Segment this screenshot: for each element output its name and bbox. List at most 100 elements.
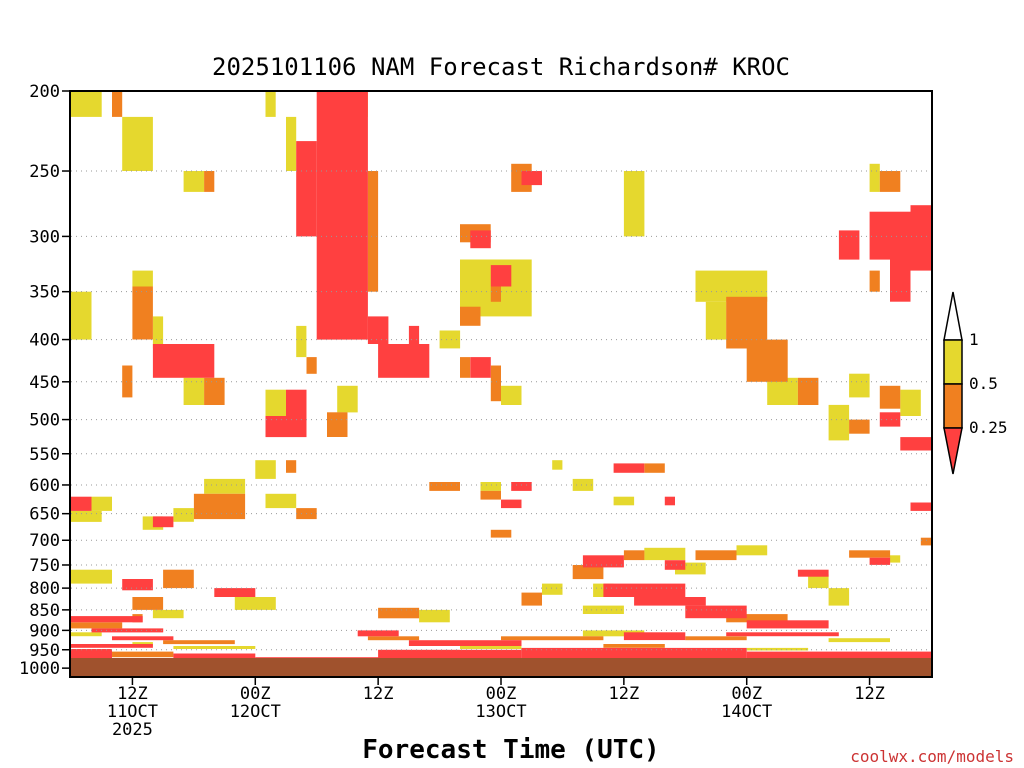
heat-cell-mid — [746, 339, 788, 382]
heat-cell-low — [900, 437, 931, 451]
x-tick-label: 12Z — [854, 684, 885, 704]
heat-cell-mid — [849, 550, 891, 558]
heat-cell-low — [869, 557, 891, 565]
heat-cell-mid — [460, 306, 481, 326]
heat-cell-high — [582, 630, 645, 637]
heat-cell-mid — [644, 463, 665, 473]
heat-cell-high — [746, 647, 809, 651]
y-tick-label-300: 300 — [29, 227, 60, 247]
heat-cell-mid — [204, 171, 215, 192]
color-legend: 1 0.5 0.25 — [943, 291, 1008, 475]
heat-cell-high — [808, 574, 829, 589]
x-tick-label: 14OCT — [721, 702, 772, 722]
heat-cell-low — [408, 325, 420, 349]
heat-cell-low — [286, 389, 307, 416]
heat-cell-mid — [490, 529, 512, 538]
heat-cell-low — [726, 632, 839, 637]
heat-cell-high — [173, 646, 256, 649]
heat-cell-high — [705, 301, 727, 340]
heat-cell-low — [879, 412, 901, 427]
heat-cell-low — [501, 499, 522, 509]
heat-cell-high — [501, 385, 522, 405]
heat-cell-low — [797, 569, 829, 577]
heat-cell-mid — [695, 550, 737, 561]
chart-title: 2025101106 NAM Forecast Richardson# KROC — [212, 53, 790, 81]
credit-text: coolwx.com/models — [850, 747, 1014, 766]
y-tick-label-950: 950 — [29, 641, 60, 661]
plot-area — [71, 91, 931, 663]
heat-cell-mid — [490, 365, 501, 402]
heat-cell-low — [746, 651, 931, 661]
heat-cell-high — [572, 478, 594, 491]
heat-cell-high — [623, 171, 645, 237]
heat-cell-low — [71, 649, 112, 660]
y-tick-label-400: 400 — [29, 331, 60, 351]
heat-cell-low — [71, 616, 143, 623]
heat-cell-mid — [163, 640, 235, 645]
heat-cell-mid — [71, 622, 123, 629]
heat-cell-high — [828, 404, 850, 441]
heat-cell-high — [152, 609, 184, 619]
heat-cell-low — [664, 560, 686, 570]
heat-cell-low — [378, 344, 430, 378]
x-tick-label: 12OCT — [230, 702, 281, 722]
heat-cell-high — [419, 609, 450, 623]
heat-cell-low — [173, 653, 256, 661]
heat-cell-low — [470, 230, 491, 249]
heat-cell-mid — [460, 357, 471, 378]
heat-cell-high — [542, 583, 563, 595]
legend-arrow-top — [943, 291, 963, 341]
heat-cell-low — [214, 588, 256, 597]
heat-cell-high — [152, 316, 164, 349]
y-tick-label-450: 450 — [29, 373, 60, 393]
heat-cell-low — [316, 91, 368, 340]
legend-bin-mid — [943, 383, 963, 429]
heat-cell-low — [890, 259, 911, 302]
heat-cell-low — [357, 630, 399, 637]
heat-cell-mid — [501, 636, 604, 641]
heat-cell-low — [152, 344, 215, 378]
heat-cell-low — [521, 647, 747, 660]
x-tick-label: 00Z — [486, 684, 517, 704]
heat-cell-mid — [685, 636, 747, 641]
heat-cell-high — [337, 385, 358, 413]
heat-cell-high — [173, 508, 194, 522]
heat-cell-high — [460, 646, 522, 649]
heat-cell-low — [122, 579, 153, 591]
heat-cell-high — [552, 460, 563, 470]
heat-cell-mid — [480, 490, 501, 500]
heat-cell-mid — [797, 377, 819, 405]
x-axis-label: Forecast Time (UTC) — [362, 735, 659, 765]
heat-cell-high — [234, 597, 276, 610]
legend-bin-high — [943, 339, 963, 385]
y-tick-label-900: 900 — [29, 621, 60, 641]
x-tick-label: 2025 — [112, 720, 153, 740]
y-tick-label-1000: 1000 — [19, 659, 60, 679]
y-tick-label-650: 650 — [29, 505, 60, 525]
heat-cell-low — [265, 416, 307, 438]
heat-cell-low — [910, 205, 931, 271]
heat-cell-high — [71, 91, 102, 117]
heat-cell-mid — [286, 460, 297, 473]
grid-lines — [71, 170, 931, 669]
heat-cell-mid — [572, 565, 604, 580]
heat-cell-mid — [204, 377, 225, 405]
heat-cell-mid — [920, 537, 931, 546]
heat-cell-high — [183, 377, 205, 405]
heat-cell-high — [480, 482, 501, 491]
heat-cell-low — [613, 463, 645, 473]
y-tick-label-250: 250 — [29, 162, 60, 182]
heat-cell-low — [152, 516, 174, 528]
heat-cell-mid — [521, 592, 542, 606]
heat-cell-high — [265, 389, 286, 416]
heat-cell-high — [122, 116, 153, 171]
heat-cell-mid — [879, 385, 901, 409]
heat-cell-mid — [367, 636, 420, 641]
heat-cell-high — [71, 569, 112, 584]
y-tick-label-750: 750 — [29, 556, 60, 576]
legend-arrow-bottom — [943, 427, 963, 475]
heat-cell-high — [265, 493, 297, 509]
y-tick-label-350: 350 — [29, 283, 60, 303]
heat-cell-mid — [112, 651, 174, 658]
heat-cell-mid — [132, 286, 153, 340]
